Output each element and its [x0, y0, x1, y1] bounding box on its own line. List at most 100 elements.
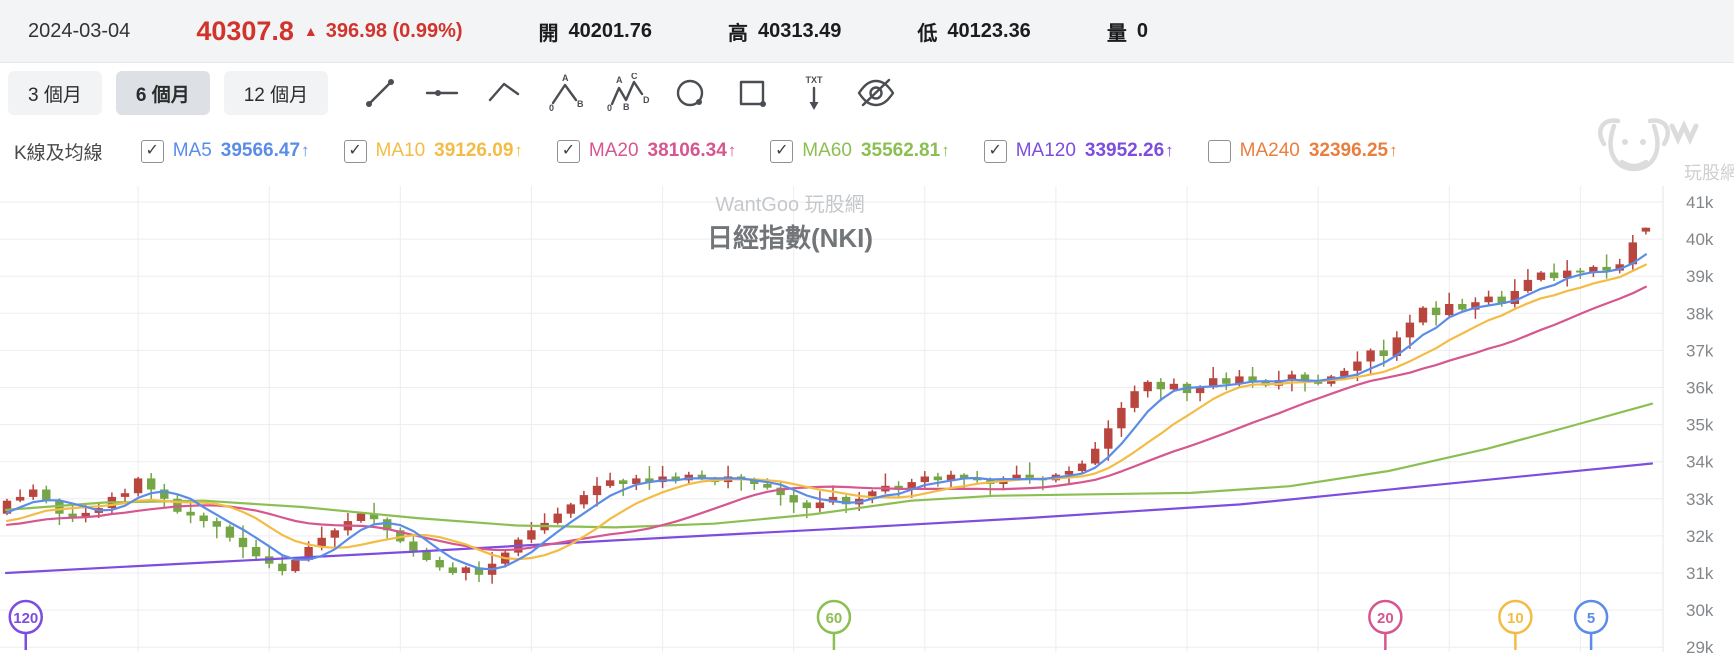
low-quote: 低 40123.36 [917, 17, 1030, 46]
svg-text:D: D [643, 95, 650, 105]
ma-toggle-ma60[interactable]: ✓ MA60 35562.81 ↑ [770, 139, 950, 163]
checkbox-checked-icon[interactable]: ✓ [343, 139, 367, 163]
ma-name: MA5 [172, 140, 212, 161]
svg-text:20: 20 [1377, 610, 1394, 627]
ma20-line [5, 285, 1647, 552]
ma-lines-layer [4, 253, 1654, 575]
trend-line-tool-icon[interactable] [354, 70, 406, 116]
wantgoo-logo-watermark: 玩股網 [1598, 118, 1734, 183]
ma-name: MA240 [1239, 140, 1300, 161]
horizontal-line-tool-icon[interactable] [416, 70, 468, 116]
ellipse-tool-icon[interactable] [664, 70, 716, 116]
svg-text:39k: 39k [1686, 267, 1714, 286]
ma-toggle-ma5[interactable]: ✓ MA5 39566.47 ↑ [140, 139, 310, 163]
legend-title: K線及均線 [14, 142, 103, 164]
ma-toggle-ma10[interactable]: ✓ MA10 39126.09 ↑ [343, 139, 523, 163]
text-tool-icon[interactable]: TXT [788, 70, 840, 116]
ma-up-arrow-icon: ↑ [1165, 141, 1174, 160]
svg-text:35k: 35k [1686, 416, 1714, 435]
svg-text:36k: 36k [1686, 379, 1714, 398]
svg-text:41k: 41k [1686, 193, 1714, 212]
ma5-line [5, 253, 1647, 571]
price-up-arrow-icon: ▲ [303, 23, 318, 39]
high-label: 高 [727, 22, 748, 45]
checkbox-checked-icon[interactable]: ✓ [140, 139, 164, 163]
svg-text:C: C [631, 73, 638, 81]
svg-text:32k: 32k [1686, 527, 1714, 546]
drawing-tools: 0 A B 0 A B C D [354, 70, 902, 116]
checkbox-unchecked-icon[interactable] [1207, 139, 1231, 163]
quote-date: 2024-03-04 [28, 19, 131, 42]
period-button-12m[interactable]: 12 個月 [223, 71, 329, 115]
ma-up-arrow-icon: ↑ [514, 141, 523, 160]
svg-text:37k: 37k [1686, 341, 1714, 360]
wave-0ab-tool-icon[interactable]: 0 A B [540, 70, 592, 116]
open-label: 開 [538, 22, 559, 45]
svg-text:30k: 30k [1686, 601, 1714, 620]
volume-quote: 量 0 [1107, 17, 1148, 46]
y-axis-labels: 41k 40k 39k 38k 37k 36k 35k 34k 33k 32k 31k 30k 29k [1686, 193, 1714, 657]
svg-text:120: 120 [13, 610, 38, 627]
quote-bar: 2024-03-04 40307.8 ▲ 396.98 (0.99%) 開 40… [0, 0, 1734, 63]
ma-value: 38106.34 [647, 140, 727, 161]
svg-text:0: 0 [607, 103, 612, 113]
rectangle-tool-icon[interactable] [726, 70, 778, 116]
ma-value: 33952.26 [1084, 140, 1165, 161]
volume-value: 0 [1136, 19, 1148, 42]
period-button-6m[interactable]: 6 個月 [115, 71, 210, 115]
hide-drawings-icon[interactable] [850, 70, 902, 116]
ma-value: 39566.47 [220, 140, 301, 161]
high-quote: 高 40313.49 [728, 17, 841, 46]
open-value: 40201.76 [568, 19, 652, 42]
ma120-line [4, 462, 1654, 575]
checkbox-checked-icon[interactable]: ✓ [770, 139, 794, 163]
gridlines [0, 186, 1664, 652]
ma10-line [5, 263, 1647, 561]
svg-text:B: B [623, 102, 630, 112]
ma-legend: K線及均線 ✓ MA5 39566.47 ↑ ✓ MA10 39126.09 ↑ ✓ MA20 38… [0, 126, 1734, 176]
svg-text:A: A [562, 73, 569, 83]
ma-up-arrow-icon: ↑ [941, 141, 950, 160]
ma-toggle-ma120[interactable]: ✓ MA120 33952.26 ↑ [983, 139, 1174, 163]
svg-text:5: 5 [1587, 610, 1595, 627]
svg-text:玩股網: 玩股網 [1684, 163, 1734, 183]
ma-name: MA20 [588, 140, 639, 161]
svg-text:10: 10 [1507, 610, 1524, 627]
period-button-3m[interactable]: 3 個月 [8, 71, 102, 115]
ma-legend-items: ✓ MA5 39566.47 ↑ ✓ MA10 39126.09 ↑ ✓ MA20 38106.34… [140, 139, 1398, 163]
svg-text:29k: 29k [1686, 638, 1714, 657]
ma-value: 32396.25 [1308, 140, 1389, 161]
svg-text:40k: 40k [1686, 230, 1714, 249]
svg-text:0: 0 [549, 103, 554, 113]
ma60-line [4, 402, 1654, 529]
checkbox-checked-icon[interactable]: ✓ [556, 139, 580, 163]
angle-line-tool-icon[interactable] [478, 70, 530, 116]
ma-toggle-ma20[interactable]: ✓ MA20 38106.34 ↑ [556, 139, 737, 163]
ma-value: 35562.81 [860, 140, 941, 161]
low-label: 低 [917, 22, 938, 45]
svg-text:38k: 38k [1686, 304, 1714, 323]
ma-start-markers: 120 60 20 10 5 [8, 599, 1609, 650]
svg-text:B: B [577, 99, 584, 109]
ma-toggle-ma240[interactable]: MA240 32396.25 ↑ [1207, 139, 1398, 163]
price-change: 396.98 (0.99%) [325, 19, 463, 42]
checkbox-checked-icon[interactable]: ✓ [983, 139, 1007, 163]
chart-toolbar: 3 個月 6 個月 12 個月 0 A B [0, 64, 1734, 122]
volume-label: 量 [1106, 22, 1127, 45]
open-quote: 開 40201.76 [539, 17, 652, 46]
svg-text:TXT: TXT [806, 75, 824, 85]
ma-name: MA120 [1015, 140, 1076, 161]
chart-title: 日經指數(NKI) [706, 223, 874, 253]
high-value: 40313.49 [757, 19, 842, 42]
wave-0abcd-tool-icon[interactable]: 0 A B C D [602, 70, 654, 116]
price-chart-area[interactable]: 120 60 20 10 5 41k 40k 39k 38k 37k 36k 35k 34k 33k 32k… [0, 176, 1734, 668]
ma-value: 39126.09 [434, 140, 514, 161]
low-value: 40123.36 [947, 19, 1031, 42]
ma-up-arrow-icon: ↑ [727, 141, 737, 160]
ma-up-arrow-icon: ↑ [1389, 141, 1398, 160]
svg-text:34k: 34k [1686, 453, 1714, 472]
ma-name: MA60 [802, 140, 852, 161]
candlestick-chart[interactable]: 120 60 20 10 5 41k 40k 39k 38k 37k 36k 35k 34k 33k 32k… [0, 176, 1734, 668]
svg-text:A: A [616, 75, 623, 85]
watermark-text: WantGoo 玩股網 [715, 194, 865, 216]
